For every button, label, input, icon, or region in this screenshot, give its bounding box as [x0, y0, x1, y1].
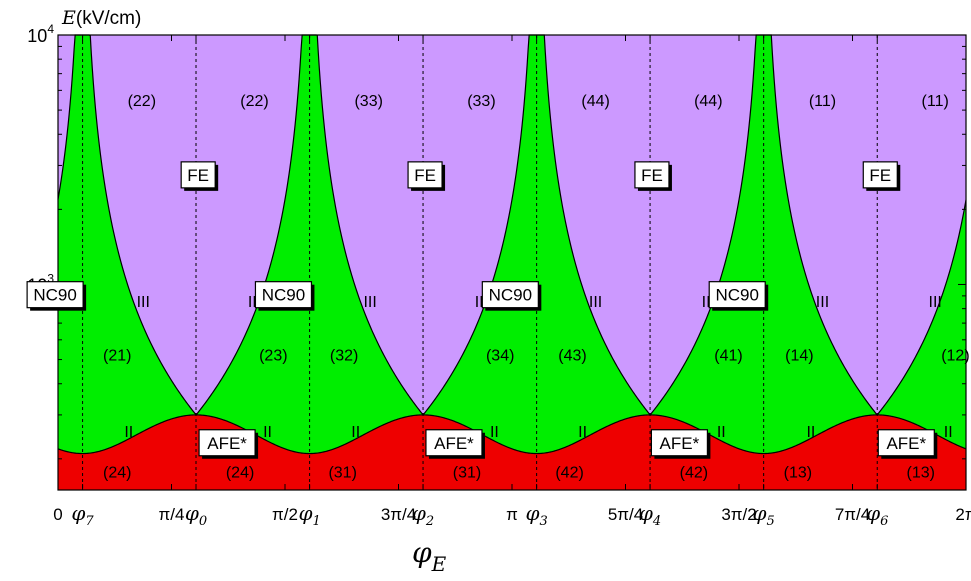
- nc90-region-fill: [58, 35, 966, 490]
- region-annotation: (42): [555, 464, 583, 481]
- axis-ticks: 0 φ7 π/4 φ0 π/2 φ1 3π/4φ2 π φ3 5π/4φ4 3π/2φ5 7π/4φ6…: [27, 22, 971, 529]
- x-tick-label: φ1: [298, 501, 320, 529]
- phase-label-text: NC90: [489, 286, 532, 305]
- phase-label-box: AFE*: [198, 429, 259, 459]
- region-annotation: (44): [581, 93, 609, 110]
- x-tick-label: π/2: [272, 505, 298, 524]
- region-annotation: (31): [328, 464, 356, 481]
- phase-label-box: NC90: [708, 281, 769, 311]
- region-annotation: (34): [486, 347, 514, 364]
- phase-label-box: NC90: [481, 281, 542, 311]
- region-annotation: (13): [907, 464, 935, 481]
- x-tick-label: φ2: [412, 501, 434, 529]
- region-annotation: (11): [809, 93, 836, 110]
- region-annotation: II: [263, 424, 272, 441]
- fe-nc90-boundary-line: [57, 34, 967, 416]
- phase-label-box: FE: [407, 161, 446, 191]
- y-axis-unit: (kV/cm): [76, 8, 141, 29]
- region-annotation: (21): [103, 347, 131, 364]
- region-annotation: (23): [259, 347, 287, 364]
- region-annotation: (41): [714, 347, 742, 364]
- region-annotation: II: [578, 424, 587, 441]
- x-axis-symbol: φ: [412, 536, 432, 569]
- afe-nc90-boundary-line: [57, 414, 967, 455]
- afe-region-fill: [58, 414, 966, 490]
- x-axis-label: φE: [412, 536, 447, 576]
- region-annotation: (32): [330, 347, 358, 364]
- region-annotation: (24): [103, 464, 131, 481]
- region-annotation: (12): [941, 347, 969, 364]
- region-annotation: II: [944, 424, 953, 441]
- region-annotation: III: [363, 294, 376, 311]
- x-tick-label: 2π: [955, 505, 971, 524]
- region-annotation: II: [490, 424, 499, 441]
- phase-label-box: NC90: [26, 281, 87, 311]
- x-tick-label: φ0: [185, 501, 207, 529]
- phase-label-text: FE: [414, 166, 436, 185]
- x-tick-label: π: [506, 505, 518, 524]
- region-annotation: III: [589, 294, 602, 311]
- phase-label-text: AFE*: [434, 434, 474, 453]
- axis-labels: E(kV/cm) φE: [61, 7, 447, 576]
- region-annotation: (33): [354, 93, 382, 110]
- y-tick-label: 104: [27, 22, 54, 46]
- boundary-lines: [57, 34, 967, 455]
- x-tick-label: 0: [53, 505, 62, 524]
- y-axis-symbol: E: [61, 7, 76, 29]
- region-annotation: III: [929, 294, 942, 311]
- phase-label-text: AFE*: [886, 434, 926, 453]
- y-axis-label: E(kV/cm): [61, 7, 141, 29]
- phase-label-text: FE: [869, 166, 891, 185]
- region-annotation: (22): [240, 93, 268, 110]
- region-annotation: III: [137, 294, 150, 311]
- region-annotation: II: [806, 424, 815, 441]
- dashed-reference-lines: [82, 35, 878, 490]
- x-tick-label: φ6: [866, 501, 888, 529]
- phase-label-box: FE: [862, 161, 901, 191]
- phase-label-box: AFE*: [877, 429, 938, 459]
- region-annotation: (11): [922, 93, 949, 110]
- region-annotation: (31): [453, 464, 481, 481]
- x-tick-label: 5π/4: [608, 505, 643, 524]
- region-annotation: III: [816, 294, 829, 311]
- region-annotation: (33): [467, 93, 495, 110]
- phase-label-box: AFE*: [650, 429, 711, 459]
- phase-label-text: FE: [641, 166, 663, 185]
- phase-label-text: AFE*: [207, 434, 247, 453]
- x-tick-label: 3π/2: [721, 505, 756, 524]
- phase-label-text: NC90: [715, 286, 758, 305]
- x-tick-label: φ7: [71, 501, 94, 529]
- region-annotation: (22): [128, 93, 156, 110]
- x-tick-label: 7π/4: [835, 505, 870, 524]
- phase-label-text: FE: [187, 166, 209, 185]
- region-annotation: (14): [785, 347, 813, 364]
- region-annotation: II: [717, 424, 726, 441]
- x-tick-label: φ5: [753, 501, 775, 529]
- x-tick-label: φ4: [639, 501, 661, 529]
- region-annotation: (13): [784, 464, 812, 481]
- x-tick-label: π/4: [159, 505, 185, 524]
- region-annotation: (44): [694, 93, 722, 110]
- phase-label-boxes: FE FE FE FE NC90 NC90 NC90 NC90 AFE* AFE* AFE* AFE*: [26, 161, 938, 459]
- region-annotations: (22) (22) (33) (33) (44) (44) (11) (11)III III II…: [103, 93, 970, 482]
- phase-label-text: AFE*: [660, 434, 700, 453]
- region-annotation: II: [124, 424, 133, 441]
- phase-label-box: FE: [180, 161, 219, 191]
- region-annotation: (42): [680, 464, 708, 481]
- phase-label-box: AFE*: [425, 429, 485, 459]
- x-tick-label: 3π/4: [381, 505, 416, 524]
- region-annotation: (24): [226, 464, 254, 481]
- phase-label-box: NC90: [254, 281, 315, 311]
- x-tick-label: φ3: [525, 501, 547, 529]
- x-axis-subscript: E: [431, 552, 447, 576]
- phase-label-box: FE: [634, 161, 672, 191]
- region-annotation: II: [351, 424, 360, 441]
- phase-label-text: NC90: [33, 286, 76, 305]
- phase-label-text: NC90: [262, 286, 305, 305]
- region-annotation: (43): [558, 347, 586, 364]
- region-fills: [58, 35, 966, 490]
